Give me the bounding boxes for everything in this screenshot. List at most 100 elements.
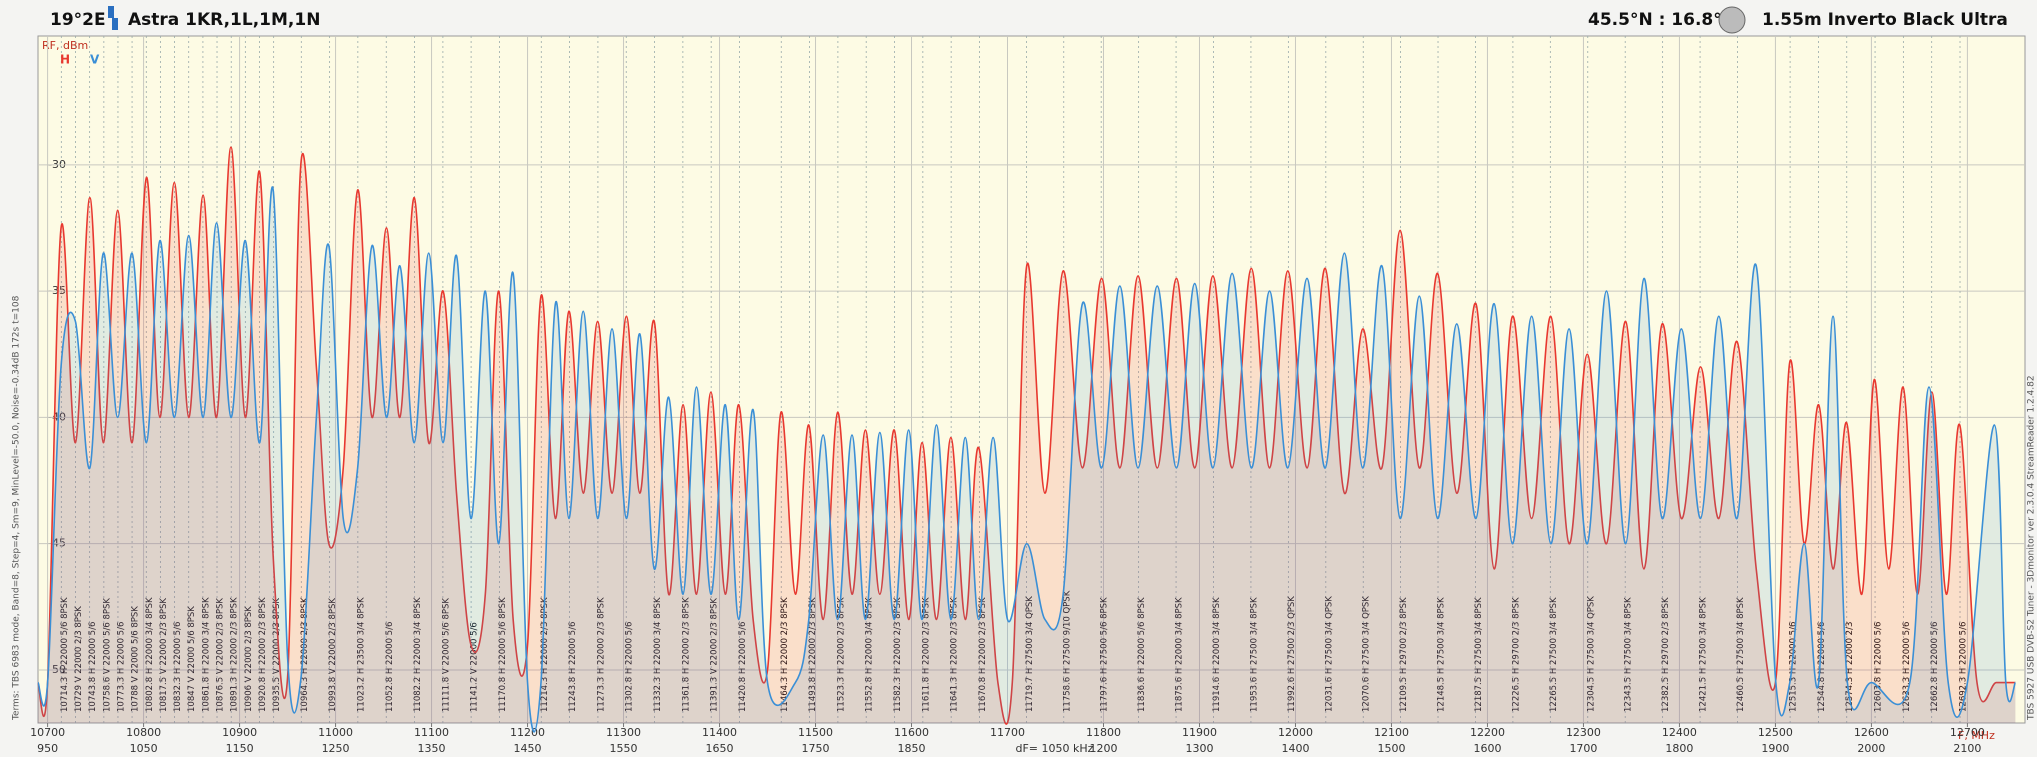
x2-tick-label: 1850 xyxy=(898,742,926,755)
transponder-label: 10758.6 V 22000 5/6 8PSK xyxy=(102,598,112,712)
marker-note: dF= 1050 kHz xyxy=(1016,742,1094,755)
x-tick-label: 11900 xyxy=(1182,726,1217,739)
x2-tick-label: 1900 xyxy=(1761,742,1789,755)
transponder-label: 11391.3 V 22000 2/3 8PSK xyxy=(710,598,720,712)
transponder-label: 11836.6 H 22000 5/6 8PSK xyxy=(1137,597,1147,712)
transponder-label: 11141.2 V 22000 5/6 xyxy=(470,622,480,712)
right-note: TBS 5927 USB DVB-S2 Tuner - 3Dmonitor ve… xyxy=(2027,375,2037,721)
transponder-label: 10743.8 H 22000 5/6 xyxy=(88,622,98,712)
x-tick-label: 10800 xyxy=(126,726,161,739)
transponder-label: 10993.8 V 22000 2/3 8PSK xyxy=(328,598,338,712)
x2-tick-label: 1350 xyxy=(418,742,446,755)
transponder-label: 10920.8 H 22000 2/3 8PSK xyxy=(258,597,268,712)
left-note: Terms: TBS 6983 mode, Band=8, Step=4, Sm… xyxy=(12,295,22,721)
transponder-label: 11611.8 H 22000 2/3 8PSK xyxy=(921,597,931,712)
globe-icon xyxy=(1718,6,1746,34)
transponder-label: 12633.3 H 22000 5/6 xyxy=(1902,622,1912,712)
transponder-label: 10832.3 H 22000 5/6 xyxy=(173,622,183,712)
transponder-label: 12031.6 H 27500 3/4 QPSK xyxy=(1324,596,1334,712)
x2-tick-label: 1550 xyxy=(610,742,638,755)
transponder-label: 12187.5 H 27500 3/4 8PSK xyxy=(1474,597,1484,712)
transponder-label: 11493.8 H 22000 2/3 8PSK xyxy=(808,597,818,712)
transponder-label: 12148.5 H 27500 3/4 8PSK xyxy=(1437,597,1447,712)
x2-tick-label: 1050 xyxy=(130,742,158,755)
x2-tick-label: 1600 xyxy=(1473,742,1501,755)
transponder-label: 12544.8 H 22000 5/6 xyxy=(1817,622,1827,712)
x-tick-label: 12200 xyxy=(1470,726,1505,739)
transponder-label: 12421.5 H 27500 3/4 8PSK xyxy=(1699,597,1709,712)
transponder-label: 10847 V 22000 5/6 8PSK xyxy=(187,606,197,712)
transponder-label: 10891.3 H 22000 2/3 8PSK xyxy=(230,597,240,712)
transponder-label: 12692.3 H 22000 5/6 xyxy=(1959,622,1969,712)
x2-tick-label: 950 xyxy=(37,742,58,755)
satellite-position: 19°2E xyxy=(50,10,106,30)
transponder-label: 10861.8 H 22000 3/4 8PSK xyxy=(201,597,211,712)
x2-tick-label: 1800 xyxy=(1665,742,1693,755)
x-axis-label: F, MHz xyxy=(1958,729,1995,742)
transponder-label: 10876.5 V 22000 2/3 8PSK xyxy=(216,598,226,712)
transponder-label: 11582.3 H 22000 2/3 8PSK xyxy=(893,597,903,712)
x2-tick-label: 1450 xyxy=(514,742,542,755)
transponder-label: 11953.6 H 27500 3/4 8PSK xyxy=(1249,597,1259,712)
x-tick-label: 12700 xyxy=(1950,726,1985,739)
chart-title: Astra 1KR,1L,1M,1N xyxy=(128,10,320,30)
x2-tick-label: 1250 xyxy=(322,742,350,755)
transponder-label: 12662.8 H 22000 5/6 xyxy=(1930,622,1940,712)
x-tick-label: 11400 xyxy=(702,726,737,739)
satellite-icon xyxy=(108,6,118,30)
transponder-label: 11914.6 H 22000 3/4 8PSK xyxy=(1212,597,1222,712)
transponder-label: 11552.8 H 22000 3/4 8PSK xyxy=(865,597,875,712)
legend-entry: V xyxy=(90,53,100,67)
x-tick-label: 11700 xyxy=(990,726,1025,739)
x2-tick-label: 1200 xyxy=(1089,742,1117,755)
x2-tick-label: 1400 xyxy=(1281,742,1309,755)
transponder-label: 12265.5 H 27500 3/4 8PSK xyxy=(1549,597,1559,712)
transponder-label: 11641.3 H 22000 2/3 8PSK xyxy=(950,597,960,712)
x-tick-label: 12500 xyxy=(1758,726,1793,739)
x-tick-label: 11100 xyxy=(414,726,449,739)
transponder-label: 11302.8 H 22000 5/6 xyxy=(625,622,635,712)
x-tick-label: 10700 xyxy=(30,726,65,739)
x-tick-label: 11000 xyxy=(318,726,353,739)
transponder-label: 11273.3 H 22000 2/3 8PSK xyxy=(596,597,606,712)
transponder-label: 10729 V 22000 2/3 8PSK xyxy=(74,606,84,712)
x2-tick-label: 1650 xyxy=(706,742,734,755)
x-tick-label: 12100 xyxy=(1374,726,1409,739)
series-line xyxy=(37,146,2016,725)
series-area xyxy=(38,186,2016,732)
x2-tick-label: 1150 xyxy=(226,742,254,755)
transponder-label: 12382.5 H 29700 2/3 8PSK xyxy=(1661,597,1671,712)
transponder-label: 11023.2 H 23500 3/4 8PSK xyxy=(356,597,366,712)
dish: 1.55m Inverto Black Ultra xyxy=(1762,10,2008,30)
x-tick-label: 12600 xyxy=(1854,726,1889,739)
transponder-label: 12603.8 H 22000 5/6 xyxy=(1874,622,1884,712)
x2-tick-label: 1700 xyxy=(1569,742,1597,755)
transponder-label: 11332.3 H 22000 3/4 8PSK xyxy=(653,597,663,712)
transponder-label: 11523.3 H 22000 2/3 8PSK xyxy=(836,597,846,712)
x2-tick-label: 2000 xyxy=(1857,742,1885,755)
series-line xyxy=(37,186,2017,733)
x-tick-label: 11300 xyxy=(606,726,641,739)
x-tick-label: 11200 xyxy=(510,726,545,739)
x2-tick-label: 1300 xyxy=(1185,742,1213,755)
transponder-label: 10935.5 V 22000 2/3 8PSK xyxy=(272,598,282,712)
transponder-label: 12574.3 H 22000 2/3 xyxy=(1845,622,1855,712)
transponder-label: 11420.8 H 22000 5/6 xyxy=(738,622,748,712)
transponder-label: 10788 V 22000 5/6 8PSK xyxy=(131,606,141,712)
location: 45.5°N : 16.8°E xyxy=(1588,10,1733,30)
y-axis-label: RF, dBm xyxy=(42,39,88,52)
legend-entry: H xyxy=(60,53,70,67)
x2-tick-label: 1750 xyxy=(802,742,830,755)
transponder-label: 12343.5 H 27500 3/4 8PSK xyxy=(1624,597,1634,712)
transponder-label: 11758.6 H 27500 9/10 QPSK xyxy=(1062,590,1072,712)
transponder-label: 10802.8 H 22000 3/4 8PSK xyxy=(145,597,155,712)
x-tick-label: 10900 xyxy=(222,726,257,739)
transponder-label: 12460.5 H 27500 3/4 8PSK xyxy=(1736,597,1746,712)
x-tick-label: 12300 xyxy=(1566,726,1601,739)
x2-tick-label: 1500 xyxy=(1377,742,1405,755)
transponder-label: 12070.6 H 27500 3/4 QPSK xyxy=(1362,596,1372,712)
transponder-label: 10817.5 V 22000 2/3 8PSK xyxy=(159,598,169,712)
x-tick-label: 11800 xyxy=(1086,726,1121,739)
x-tick-label: 11600 xyxy=(894,726,929,739)
transponder-label: 10964.3 H 22000 2/3 8PSK xyxy=(300,597,310,712)
